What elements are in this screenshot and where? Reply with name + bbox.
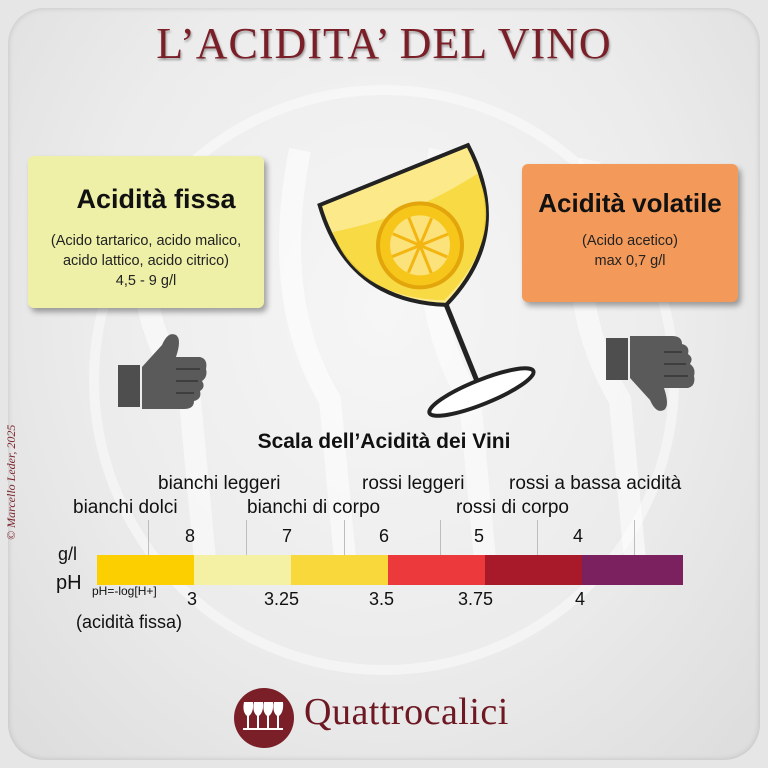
- gl-tick-label: 8: [185, 526, 196, 546]
- tick-line: [634, 520, 635, 565]
- volatile-acidity-line2: max 0,7 g/l: [594, 253, 666, 269]
- thumbs-down-icon: [606, 336, 695, 411]
- gl-tick-label: 7: [282, 526, 293, 546]
- fixed-acidity-line3: 4,5 - 9 g/l: [115, 273, 177, 289]
- fixed-acidity-heading: Acidità fissa: [76, 184, 236, 214]
- scale-title: Scala dell’Acidità dei Vini: [257, 430, 511, 453]
- category-label: bianchi di corpo: [247, 497, 381, 518]
- thumbs-up-icon: [118, 334, 207, 409]
- gl-tick-label: 6: [379, 526, 390, 546]
- volatile-acidity-line1: (Acido acetico): [582, 233, 678, 249]
- fixed-acidity-line2: acido lattico, acido citrico): [62, 253, 229, 269]
- scale-segment: [485, 555, 582, 585]
- tick-line: [344, 520, 345, 565]
- fixed-acidity-box: Acidità fissa (Acido tartarico, acido ma…: [28, 156, 264, 308]
- fixed-acidity-line1: (Acido tartarico, acido malico,: [50, 233, 242, 249]
- gl-row-label: g/l: [58, 544, 78, 564]
- quattrocalici-logo-icon: [234, 688, 294, 748]
- tick-line: [537, 520, 538, 565]
- ph-tick-label: 3: [187, 589, 198, 609]
- scale-segment: [582, 555, 683, 585]
- ph-formula: pH=-log[H+]: [92, 584, 157, 598]
- tick-line: [148, 520, 149, 565]
- scale-segment: [194, 555, 291, 585]
- gl-tick-label: 5: [474, 526, 485, 546]
- ph-tick-label: 4: [575, 589, 586, 609]
- category-label: bianchi leggeri: [158, 473, 281, 494]
- scale-segment: [388, 555, 485, 585]
- brand-name: Quattrocalici: [304, 691, 509, 733]
- category-label: rossi di corpo: [456, 497, 569, 518]
- category-label: rossi leggeri: [362, 473, 465, 494]
- gl-tick-label: 4: [573, 526, 584, 546]
- category-label: rossi a bassa acidità: [509, 473, 682, 494]
- ph-tick-label: 3.5: [369, 589, 395, 609]
- volatile-acidity-box: Acidità volatile (Acido acetico) max 0,7…: [522, 164, 738, 302]
- tick-line: [440, 520, 441, 565]
- fixed-acidity-note: (acidità fissa): [76, 612, 183, 632]
- copyright-text: © Marcello Leder, 2025: [4, 425, 18, 540]
- category-label: bianchi dolci: [73, 497, 178, 518]
- page-title: L’ACIDITA’ DEL VINO: [156, 19, 612, 68]
- ph-tick-label: 3.25: [264, 589, 300, 609]
- scale-segment: [291, 555, 388, 585]
- scale-segment: [97, 555, 194, 585]
- ph-row-label: pH: [56, 572, 82, 594]
- tick-line: [246, 520, 247, 565]
- volatile-acidity-heading: Acidità volatile: [538, 188, 722, 218]
- ph-tick-label: 3.75: [458, 589, 494, 609]
